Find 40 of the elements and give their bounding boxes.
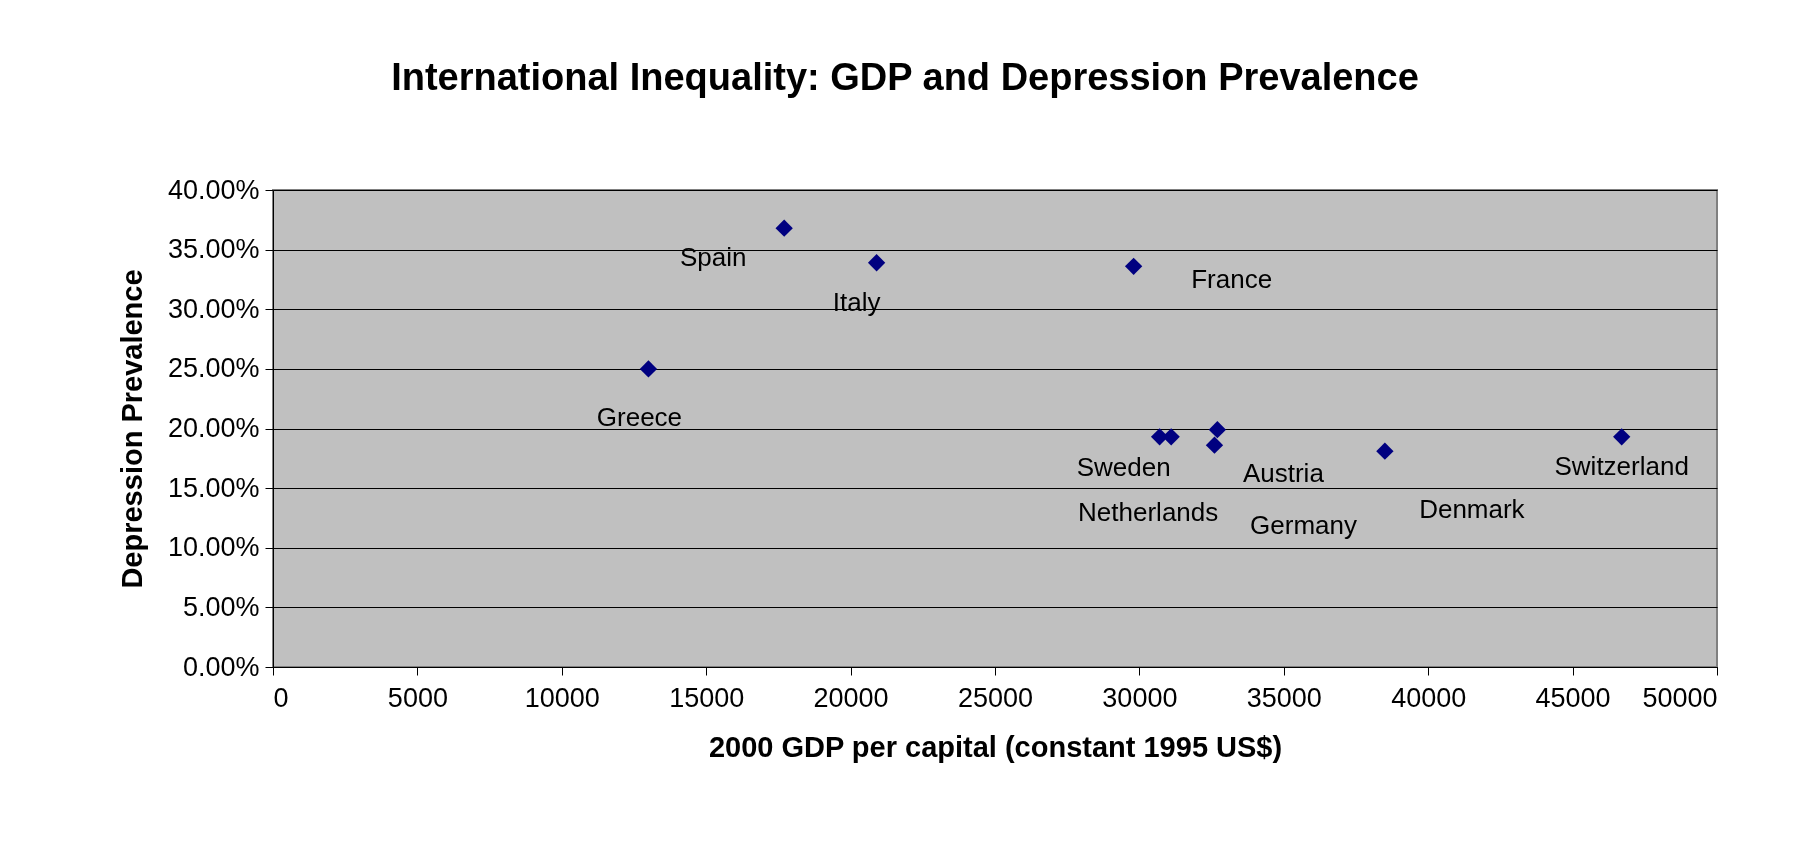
- annotation: Austria: [1242, 457, 1325, 488]
- annotation: Germany: [1250, 510, 1357, 541]
- point: [1205, 436, 1224, 454]
- point: [1124, 257, 1143, 275]
- y-tick-label: 35.00%: [167, 234, 260, 265]
- point: [1376, 442, 1394, 460]
- point: [1208, 421, 1227, 439]
- y-tick-label: 25.00%: [167, 353, 260, 384]
- x-tick-label: 10000: [524, 682, 600, 713]
- y-tick-label: 30.00%: [167, 293, 260, 324]
- point: [867, 254, 886, 272]
- x-tick-label: 25000: [957, 682, 1034, 713]
- x-tick-label: 5000: [387, 682, 448, 713]
- x-tick-label: 45000: [1535, 682, 1611, 713]
- y-axis-title: Depression Prevalence: [115, 269, 148, 589]
- chart-title: International Inequality: GDP and Depression Prevalence: [391, 56, 1419, 98]
- point: [1613, 428, 1631, 446]
- x-tick-label: 20000: [813, 682, 889, 713]
- x-tick-label: 30000: [1102, 682, 1178, 713]
- y-tick-label: 20.00%: [167, 413, 260, 443]
- x-tick-label: 35000: [1246, 682, 1322, 713]
- x-tick-label: 50000: [1642, 682, 1718, 713]
- annotation: Netherlands: [1078, 496, 1219, 527]
- annotation: Switzerland: [1554, 450, 1689, 481]
- annotation: Greece: [596, 401, 683, 432]
- annotation: Sweden: [1076, 451, 1171, 482]
- y-tick-label: 5.00%: [182, 591, 260, 622]
- annotation: Denmark: [1419, 494, 1526, 525]
- x-tick-label: 40000: [1391, 682, 1467, 713]
- y-tick-label: 10.00%: [167, 532, 260, 563]
- annotation: Spain: [679, 242, 747, 273]
- y-tick-label: 40.00%: [167, 174, 260, 205]
- x-tick-label: 15000: [669, 682, 745, 713]
- y-tick-label: 15.00%: [167, 472, 260, 503]
- x-axis-title: 2000 GDP per capital (constant 1995 US$): [708, 730, 1283, 763]
- point: [775, 219, 793, 237]
- point: [639, 360, 658, 378]
- annotation: France: [1191, 264, 1273, 295]
- y-tick-label: 0.00%: [182, 651, 260, 682]
- x-tick-label: 0: [273, 682, 289, 713]
